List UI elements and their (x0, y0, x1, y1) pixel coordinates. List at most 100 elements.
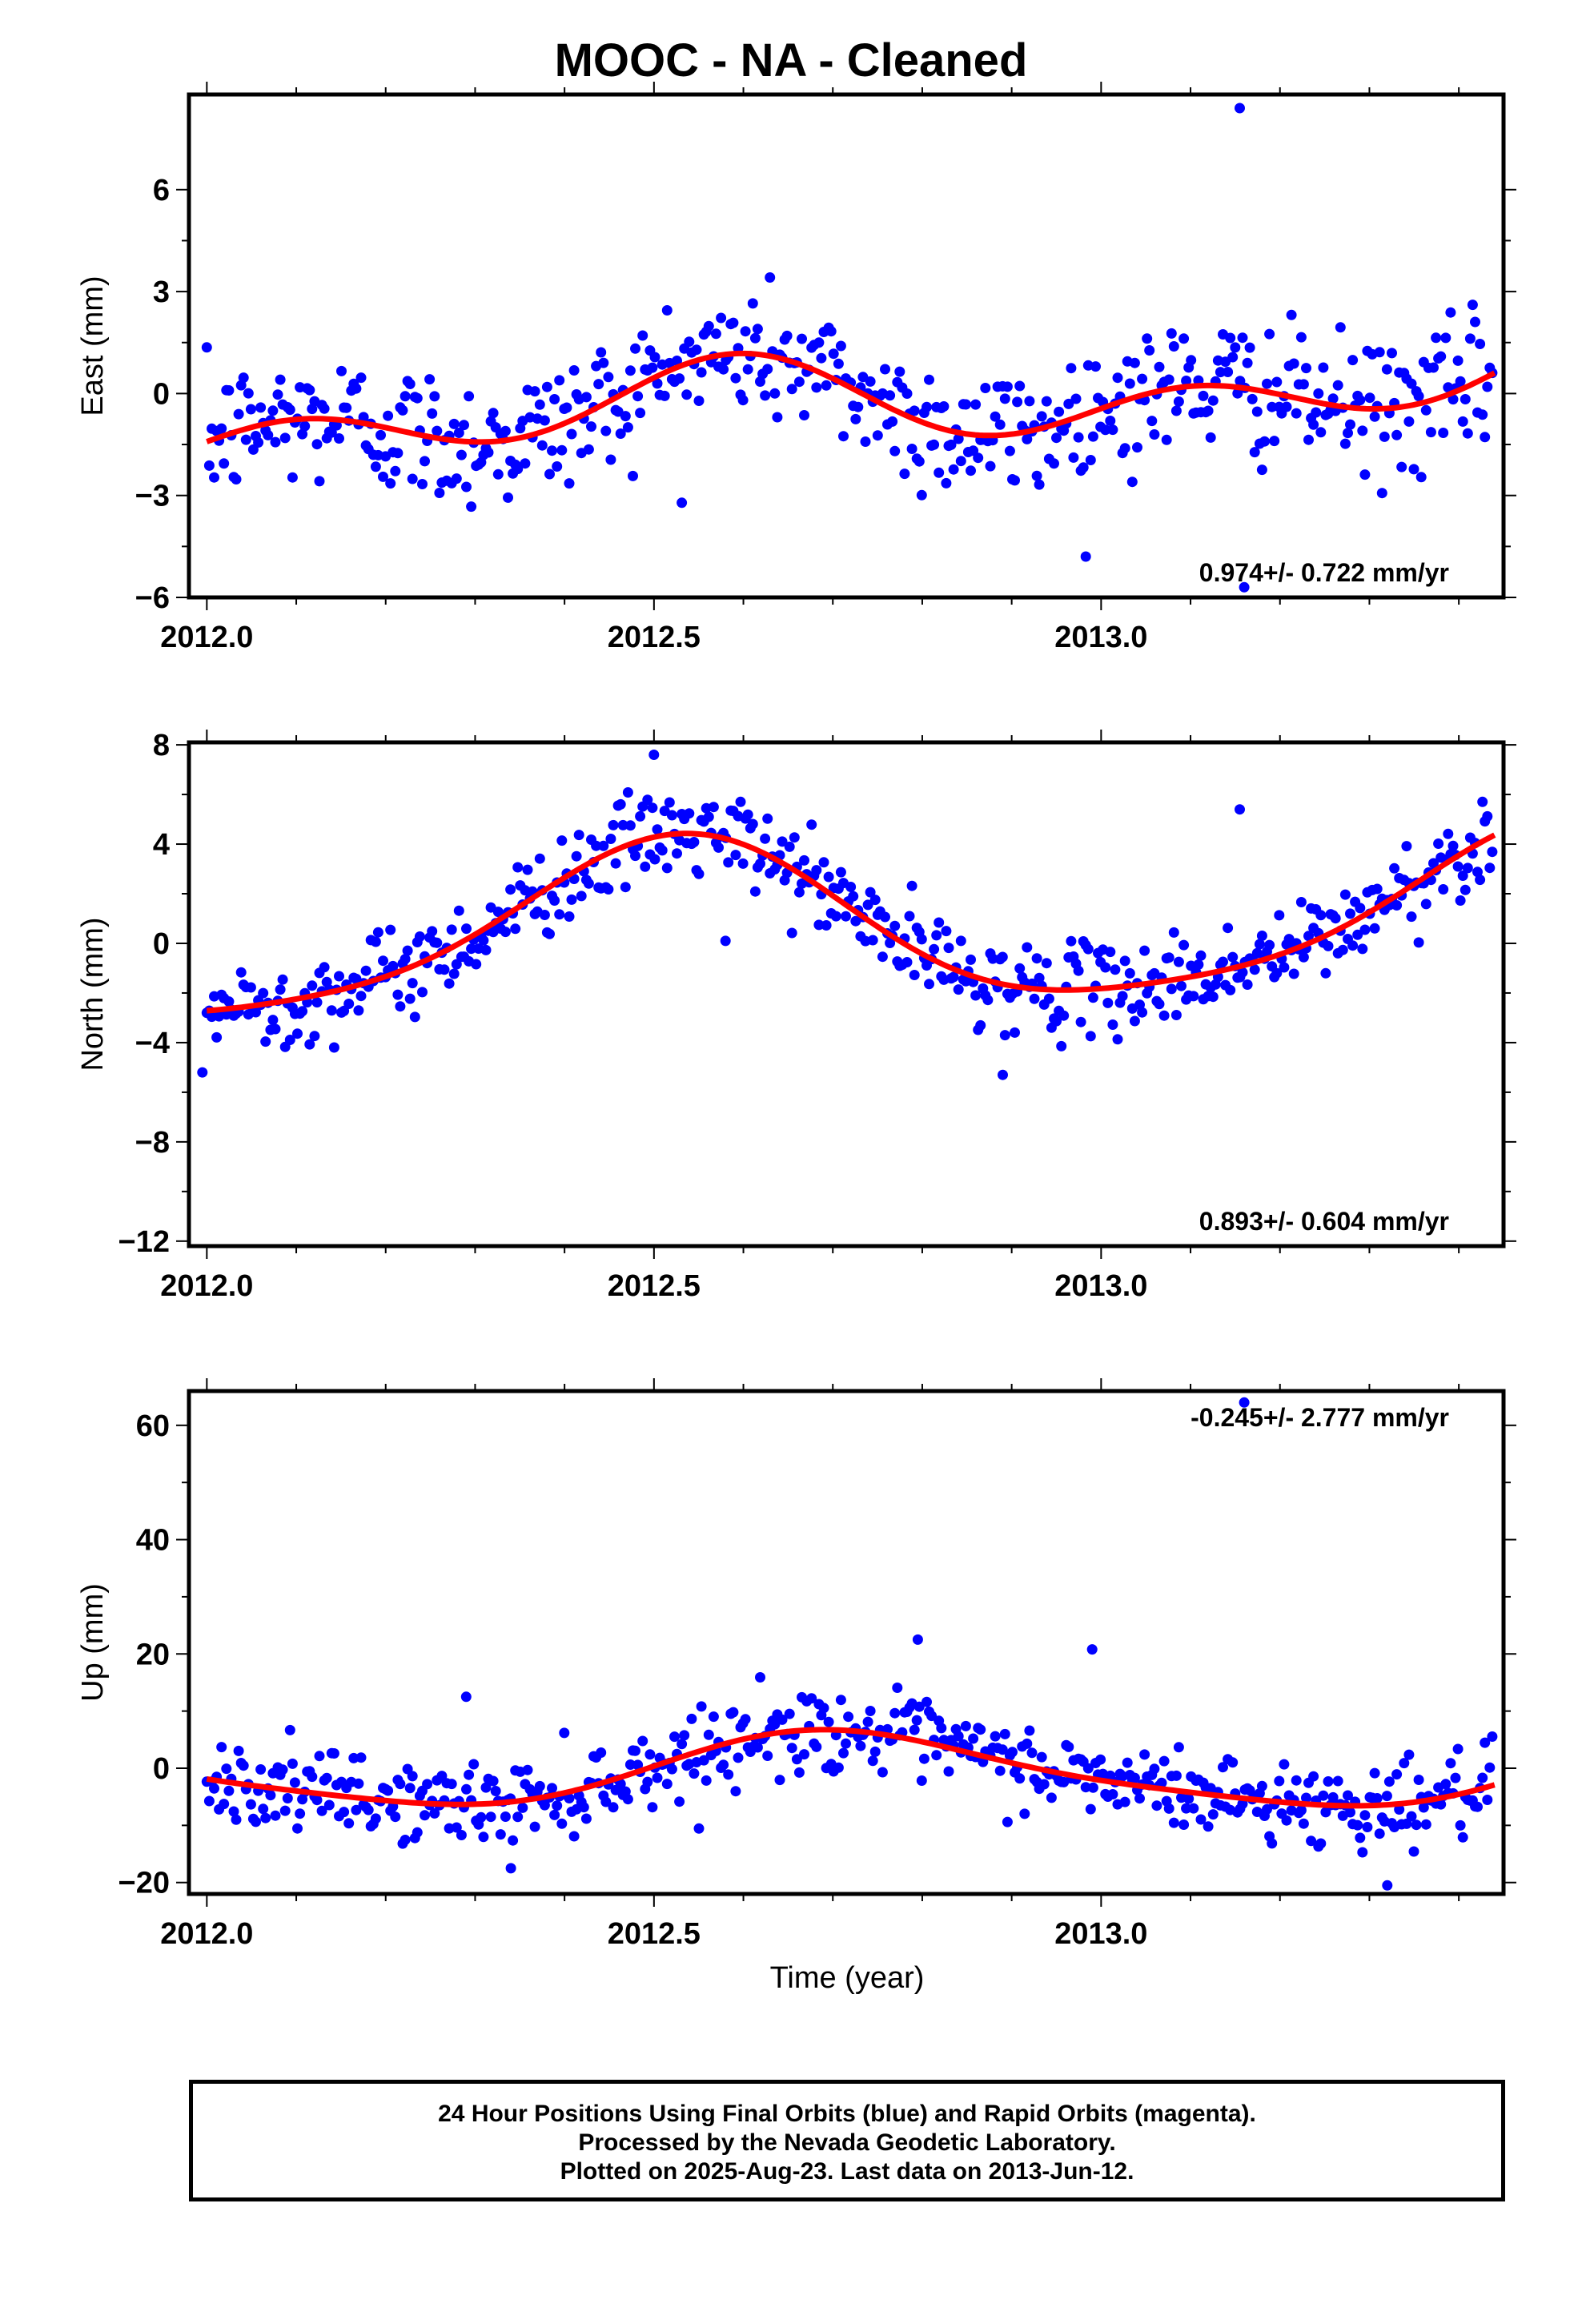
data-point (378, 955, 388, 967)
data-point (1295, 897, 1307, 907)
data-point (436, 1771, 448, 1782)
data-point (701, 1775, 712, 1786)
data-points (201, 103, 1498, 593)
data-point (742, 364, 753, 375)
data-point (383, 1785, 394, 1796)
data-point (797, 333, 807, 344)
data-point (1457, 416, 1468, 427)
data-point (990, 411, 1001, 422)
data-point (872, 430, 883, 441)
data-point (1146, 416, 1158, 427)
data-point (211, 1031, 223, 1043)
data-point (823, 871, 834, 883)
data-point (292, 1028, 303, 1039)
data-point (417, 987, 428, 998)
data-point (1087, 431, 1098, 442)
data-point (277, 974, 288, 985)
data-point (1024, 396, 1035, 407)
data-point (1051, 1015, 1062, 1027)
outlier-point (720, 935, 731, 947)
data-point (630, 343, 640, 354)
data-point (899, 468, 910, 480)
data-point (982, 995, 994, 1006)
data-point (1232, 388, 1243, 399)
data-point (1408, 464, 1419, 475)
data-point (838, 1747, 849, 1759)
data-point (434, 488, 445, 498)
data-point (552, 461, 563, 472)
data-point (624, 820, 636, 831)
data-point (1173, 396, 1184, 407)
y-tick-label: 3 (153, 275, 170, 309)
data-point (466, 943, 477, 955)
data-point (649, 854, 661, 865)
data-point (661, 1779, 673, 1790)
outlier-point (998, 1069, 1008, 1080)
data-point (1371, 883, 1383, 895)
data-point (1401, 841, 1412, 852)
data-point (860, 436, 871, 447)
data-point (1218, 1762, 1228, 1773)
data-point (1394, 1804, 1405, 1815)
data-point (644, 1749, 656, 1760)
data-point (674, 1796, 685, 1807)
data-point (747, 818, 758, 830)
data-point (1347, 940, 1359, 951)
data-point (1124, 967, 1135, 979)
y-tick-label: 6 (153, 174, 170, 207)
data-point (1352, 1819, 1363, 1831)
y-tick-label: 0 (153, 927, 170, 961)
data-point (534, 1780, 545, 1791)
data-point (429, 1807, 440, 1819)
data-point (813, 919, 825, 931)
data-point (1379, 431, 1390, 442)
data-point (728, 1707, 739, 1718)
data-point (1298, 951, 1309, 963)
data-point (1075, 1016, 1086, 1027)
data-point (865, 1706, 876, 1716)
data-point (904, 911, 915, 922)
data-point (1149, 1763, 1160, 1775)
y-tick-label: −12 (118, 1225, 170, 1259)
data-point (279, 432, 291, 444)
data-point (894, 366, 905, 377)
data-point (1425, 427, 1436, 438)
outlier-point (505, 1863, 516, 1874)
data-point (383, 410, 394, 421)
data-point (1323, 940, 1334, 951)
x-axis-label: Time (year) (770, 1961, 925, 1995)
data-point (1472, 1801, 1483, 1812)
data-point (1420, 899, 1431, 910)
data-point (1119, 955, 1130, 967)
data-point (1420, 1819, 1431, 1830)
velocity-label: -0.245+/- 2.777 mm/yr (1191, 1403, 1449, 1432)
y-tick-label: 20 (136, 1638, 170, 1671)
data-point (749, 886, 761, 897)
data-point (918, 1753, 930, 1764)
data-point (1049, 458, 1059, 469)
data-point (500, 425, 511, 436)
data-point (1247, 393, 1258, 404)
data-point (297, 428, 308, 440)
data-point (853, 401, 864, 412)
data-point (1176, 980, 1186, 991)
data-point (889, 1707, 901, 1719)
data-point (672, 356, 682, 366)
data-point (885, 390, 896, 401)
data-point (953, 1731, 964, 1742)
data-point (752, 324, 763, 335)
data-point (703, 320, 714, 332)
data-point (659, 390, 670, 401)
data-point (334, 433, 344, 444)
data-point (1173, 1742, 1184, 1753)
data-point (1073, 965, 1084, 976)
data-point (1181, 1803, 1192, 1814)
data-point (1161, 434, 1172, 445)
data-point (684, 808, 695, 819)
data-point (351, 383, 362, 394)
data-point (576, 891, 587, 902)
data-point (275, 984, 286, 995)
data-point (1301, 363, 1311, 374)
data-points (201, 1397, 1498, 1891)
data-point (666, 1763, 677, 1775)
